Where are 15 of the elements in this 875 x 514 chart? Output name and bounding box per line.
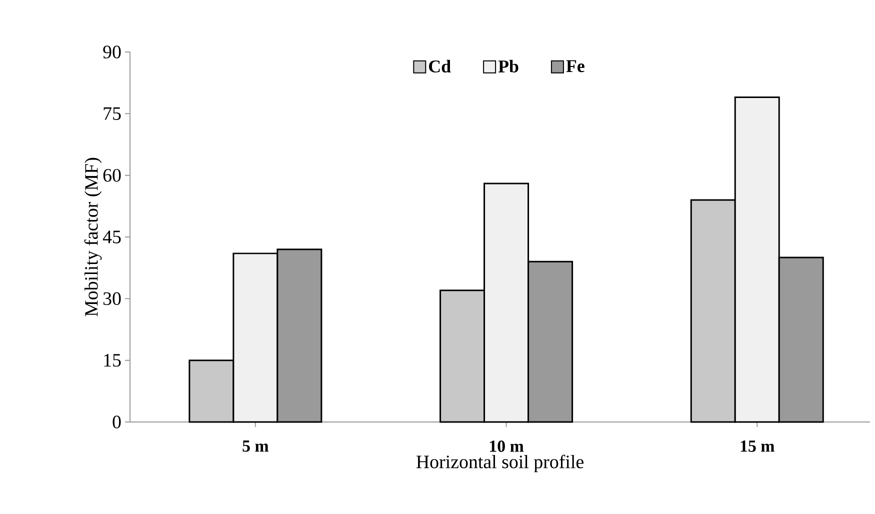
legend-label: Pb (498, 60, 518, 72)
y-tick-label: 60 (103, 168, 121, 182)
legend-label: Cd (429, 60, 451, 72)
y-tick-label: 75 (104, 107, 121, 120)
y-tick-label: 90 (103, 46, 121, 58)
y-tick-label: 45 (102, 230, 121, 244)
y-tick-label: 15 (104, 354, 121, 367)
x-tick-label: 5 m (242, 440, 269, 452)
y-axis-title: Mobility factor (MF) (84, 158, 102, 316)
y-tick-label: 30 (103, 292, 121, 306)
x-axis-title: Horizontal soil profile (416, 454, 584, 472)
y-tick-label: 0 (112, 416, 121, 428)
legend-label: Fe (566, 60, 584, 72)
x-tick-label: 15 m (740, 440, 774, 452)
x-tick-label: 10 m (490, 440, 524, 452)
